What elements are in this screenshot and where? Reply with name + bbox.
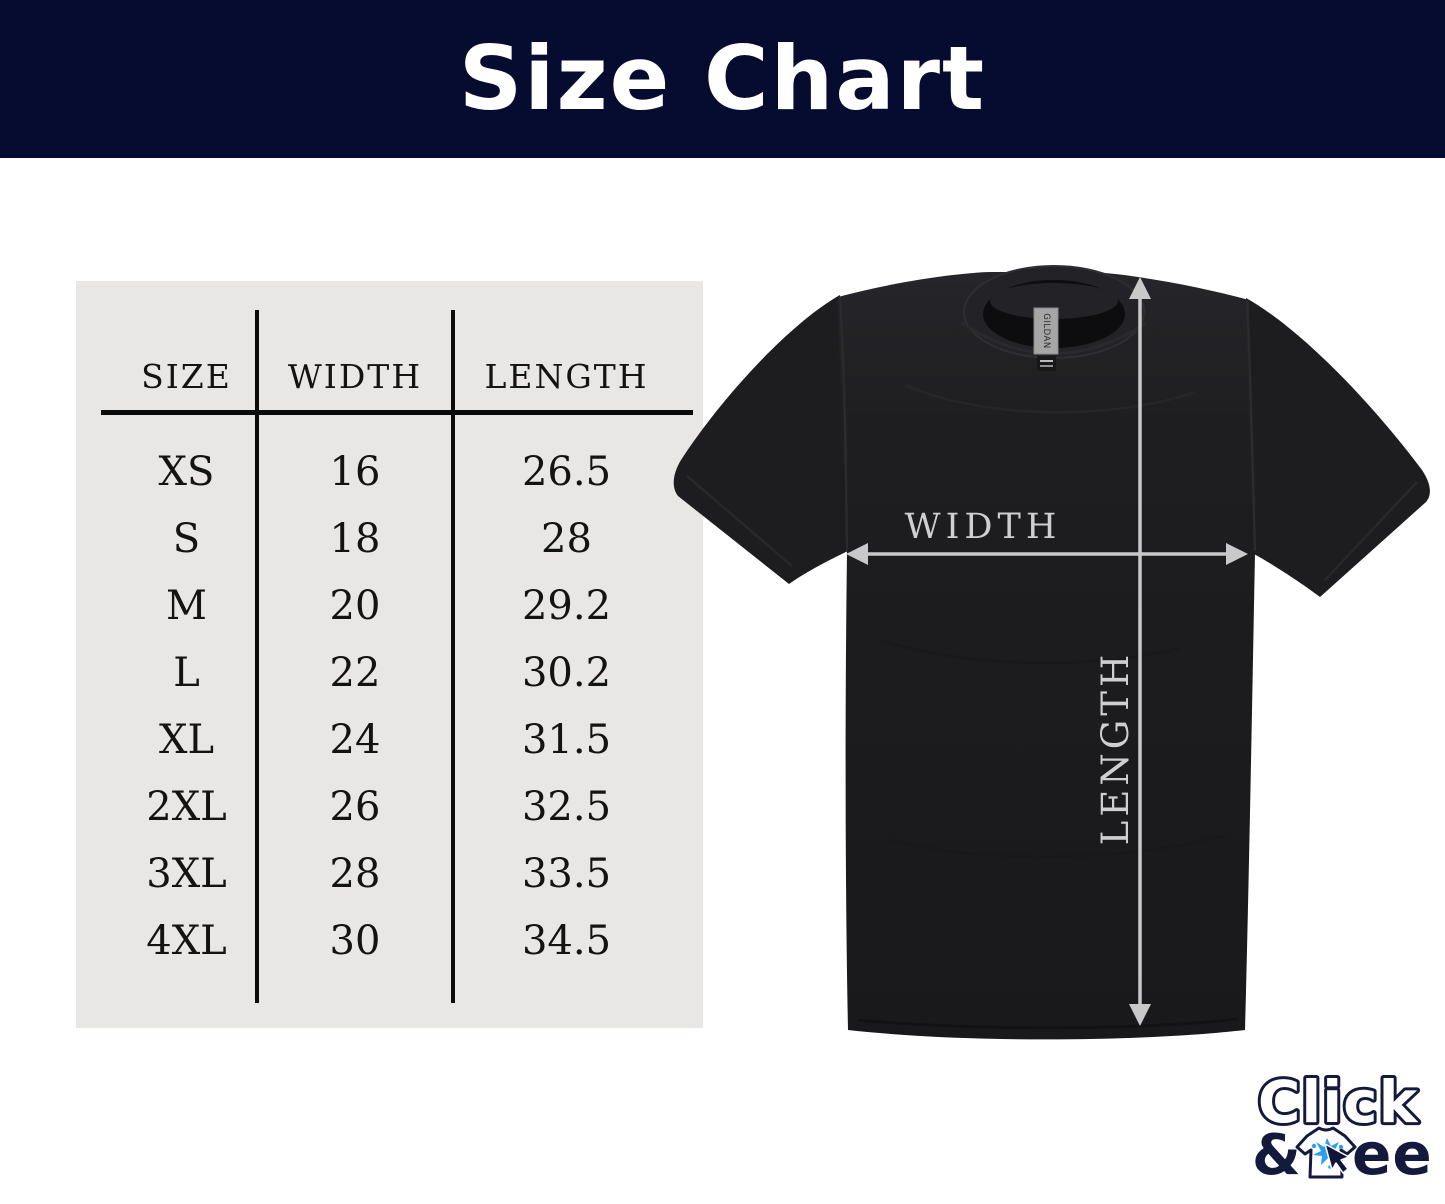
size-value: 3XL [146, 851, 227, 897]
size-value: 2XL [146, 784, 227, 830]
right-sleeve-seam [1324, 481, 1418, 581]
neck-tag [1033, 307, 1059, 355]
column-header-length: LENGTH [484, 356, 649, 396]
length-value: 30.2 [521, 650, 612, 696]
length-value: 28 [541, 516, 592, 562]
length-value: 32.5 [521, 784, 612, 830]
fold-highlight [904, 383, 1196, 414]
title-banner: Size Chart [0, 0, 1445, 158]
length-label: LENGTH [1094, 651, 1137, 845]
size-value: L [173, 650, 200, 696]
length-arrow-top-head [1129, 277, 1151, 299]
table-row: 4XL 30 34.5 [76, 908, 703, 974]
page-title: Size Chart [458, 27, 987, 130]
width-value: 18 [329, 516, 381, 562]
size-value: XS [158, 449, 215, 495]
hem-stitch [857, 1017, 1238, 1030]
tshirt-body [838, 272, 1255, 1040]
neck-tag-lower [1037, 356, 1056, 371]
collar-back-inside [990, 283, 1118, 319]
width-value: 16 [329, 449, 381, 495]
fold-shadow [889, 834, 1226, 859]
size-value: XL [158, 717, 215, 763]
width-value: 20 [329, 583, 381, 629]
size-value: 4XL [146, 918, 227, 964]
table-row: 3XL 28 33.5 [76, 841, 703, 907]
table-header-row: SIZE WIDTH LENGTH [76, 341, 703, 411]
width-value: 28 [329, 851, 381, 897]
right-armhole-seam [1245, 299, 1257, 552]
length-value: 34.5 [521, 918, 612, 964]
tshirt-left-sleeve [673, 295, 848, 584]
width-value: 22 [329, 650, 381, 696]
length-value: 26.5 [521, 449, 612, 495]
width-arrow-right-head [1226, 543, 1248, 565]
column-header-width: WIDTH [287, 356, 423, 396]
length-value: 29.2 [521, 583, 612, 629]
tshirt-right-sleeve [1246, 298, 1430, 597]
table-row: M 20 29.2 [76, 573, 703, 639]
width-value: 26 [329, 784, 381, 830]
length-value: 33.5 [521, 851, 612, 897]
size-value: S [172, 516, 201, 562]
table-row: 2XL 26 32.5 [76, 774, 703, 840]
table-row: XL 24 31.5 [76, 707, 703, 773]
width-value: 30 [329, 918, 381, 964]
table-row: S 18 28 [76, 506, 703, 572]
tee-icon [1295, 1126, 1357, 1179]
length-arrow-bottom-head [1129, 1004, 1151, 1026]
table-row: L 22 30.2 [76, 640, 703, 706]
splat-dot [1338, 1144, 1344, 1150]
width-value: 24 [329, 717, 381, 763]
width-label: WIDTH [905, 507, 1062, 547]
table-column-divider [255, 310, 259, 1003]
column-header-size: SIZE [141, 356, 232, 396]
logo-click-text: Click [1258, 1068, 1419, 1136]
brand-logo: Click & ee [1252, 1065, 1433, 1188]
table-header-rule [101, 410, 693, 415]
size-table-panel: SIZE WIDTH LENGTH XS 16 26.5 S 18 28 M 2… [76, 281, 703, 1028]
logo-ampersand: & [1252, 1123, 1301, 1188]
table-column-divider [451, 310, 455, 1003]
fold-shadow [879, 638, 1181, 665]
left-sleeve-seam [686, 475, 793, 567]
neck-tag-line [1040, 360, 1053, 362]
left-armhole-seam [838, 296, 849, 552]
length-value: 31.5 [521, 717, 612, 763]
logo-tail-text: ee [1352, 1120, 1433, 1188]
neck-tag-label: GILDAN [1041, 313, 1051, 348]
size-value: M [166, 583, 207, 629]
table-row: XS 16 26.5 [76, 439, 703, 505]
splat-dot [1311, 1143, 1317, 1149]
cursor-icon [1324, 1143, 1350, 1174]
neck-tag-line [1040, 365, 1053, 367]
width-arrow-left-head [846, 543, 868, 565]
